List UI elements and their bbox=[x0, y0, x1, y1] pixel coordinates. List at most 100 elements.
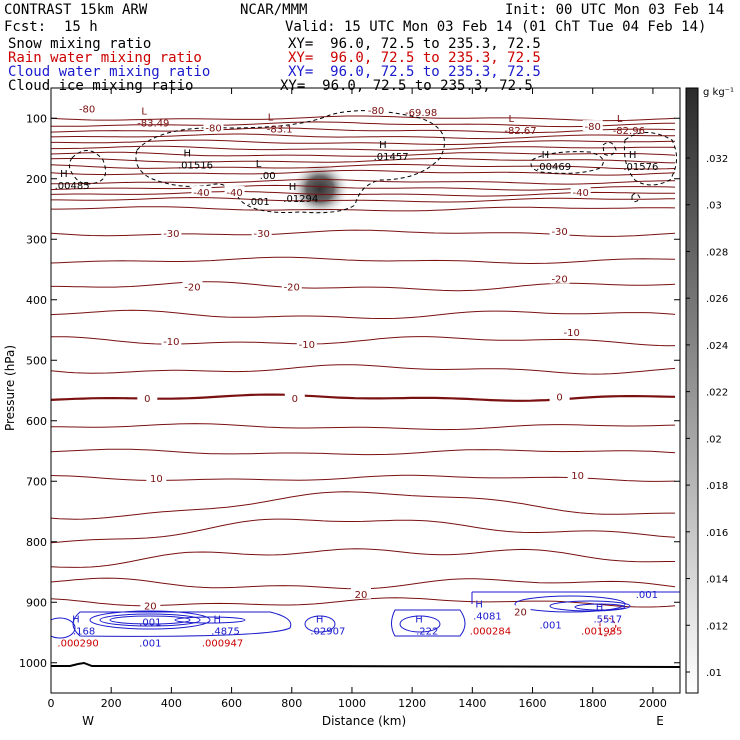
contour-label-bg bbox=[281, 280, 302, 292]
isotherm-line bbox=[51, 158, 676, 164]
extremum-marker: H bbox=[415, 614, 423, 625]
y-tick-label: 900 bbox=[26, 596, 47, 609]
cloud-ice-contour bbox=[135, 110, 445, 214]
colorbar-label: .01 bbox=[706, 668, 722, 679]
isotherm-label: -40 bbox=[226, 188, 242, 199]
extremum-value: .01457 bbox=[374, 152, 409, 163]
contour-label-bg bbox=[567, 469, 588, 481]
isotherm-line bbox=[51, 577, 676, 590]
extremum-value: .01576 bbox=[623, 162, 658, 173]
extremum-marker: L bbox=[268, 112, 274, 123]
colorbar bbox=[685, 87, 699, 694]
contour-label-bg bbox=[510, 605, 531, 617]
extremum-value: -83.1 bbox=[267, 124, 293, 135]
colorbar-label: .014 bbox=[706, 575, 728, 586]
isotherm-label: -80 bbox=[79, 105, 95, 116]
x-tick-label: 800 bbox=[281, 697, 302, 710]
extremum-value: .001 bbox=[539, 620, 561, 631]
cloud-water-contour bbox=[174, 616, 246, 624]
isotherm-label: -80 bbox=[585, 122, 601, 133]
contour-label-bg bbox=[366, 103, 387, 115]
contour-label-bg bbox=[77, 102, 98, 114]
cloud-water-contour bbox=[72, 611, 292, 637]
valid-time: Valid: 15 UTC Mon 03 Feb 14 (01 ChT Tue … bbox=[285, 19, 707, 35]
contour-label-bg bbox=[549, 390, 570, 402]
isotherm-line bbox=[51, 229, 676, 237]
model-title: CONTRAST 15km ARW bbox=[4, 2, 148, 18]
y-tick-label: 700 bbox=[26, 475, 47, 488]
field-label-snow: Snow mixing ratio bbox=[8, 36, 152, 52]
isotherm-line bbox=[51, 169, 676, 176]
extremum-value: .5517 bbox=[593, 614, 622, 625]
colorbar-label: .016 bbox=[706, 528, 728, 539]
field-label-rain: Rain water mixing ratio bbox=[8, 50, 202, 66]
x-tick-label: 1400 bbox=[458, 697, 486, 710]
contour-label-bg bbox=[350, 587, 371, 599]
contour-label-bg bbox=[284, 391, 305, 403]
cloud-water-contour bbox=[109, 615, 191, 625]
isotherm-label: -20 bbox=[284, 282, 300, 293]
extremum-marker: H bbox=[596, 602, 604, 613]
extremum-value: .001 bbox=[248, 197, 270, 208]
extremum-value: .4875 bbox=[211, 626, 240, 637]
isotherm-line bbox=[51, 364, 676, 375]
extremum-value: .001985 bbox=[581, 626, 622, 637]
east-end-label: E bbox=[656, 714, 664, 728]
x-tick-label: 1000 bbox=[338, 697, 366, 710]
extremum-value: -69.98 bbox=[405, 108, 437, 119]
extremum-marker: H bbox=[475, 599, 483, 610]
contour-label-bg bbox=[161, 227, 182, 239]
contour-label-bg bbox=[182, 280, 203, 292]
isotherm-label: 10 bbox=[150, 474, 163, 485]
isotherm-line bbox=[51, 309, 676, 319]
contour-label-bg bbox=[570, 186, 591, 198]
isotherm-line bbox=[51, 448, 676, 456]
y-tick-label: 600 bbox=[26, 415, 47, 428]
extremum-value: .00485 bbox=[55, 181, 90, 192]
extremum-value: -82.96 bbox=[613, 126, 645, 137]
rain-water-contour bbox=[599, 617, 617, 637]
y-tick-label: 400 bbox=[26, 294, 47, 307]
isotherm-line bbox=[51, 133, 675, 140]
colorbar-label: .02 bbox=[706, 434, 722, 445]
isotherm-line bbox=[51, 145, 676, 151]
extremum-value: -82.67 bbox=[504, 126, 536, 137]
extremum-value: .01294 bbox=[283, 194, 318, 205]
y-tick-label: 200 bbox=[26, 173, 47, 186]
isotherm-line bbox=[51, 151, 676, 157]
extremum-value: .01516 bbox=[178, 161, 213, 172]
field-xy-cloud-ice: XY= 96.0, 72.5 to 235.3, 72.5 bbox=[280, 78, 533, 94]
extremum-marker: H bbox=[72, 614, 80, 625]
isotherm-label: -10 bbox=[563, 328, 579, 339]
contour-label-bg bbox=[146, 472, 167, 484]
contour-label-bg bbox=[549, 272, 570, 284]
isotherm-line bbox=[51, 281, 676, 292]
cloud-water-contour bbox=[574, 603, 626, 611]
isotherm-line bbox=[51, 127, 676, 134]
cloud-water-contour bbox=[99, 613, 201, 627]
x-tick-label: 400 bbox=[161, 697, 182, 710]
contour-label-bg bbox=[549, 224, 570, 236]
contour-label-bg bbox=[140, 599, 161, 611]
isotherm-label: 20 bbox=[514, 607, 527, 618]
ground-terrain bbox=[51, 661, 680, 668]
colorbar-label: .012 bbox=[706, 621, 728, 632]
cloud-water-contour bbox=[399, 615, 441, 633]
extremum-value: -83.49 bbox=[137, 118, 169, 129]
colorbar-label: .03 bbox=[706, 201, 722, 212]
org-label: NCAR/MMM bbox=[240, 2, 308, 18]
extremum-marker: L bbox=[141, 106, 147, 117]
cloud-water-contour bbox=[471, 591, 680, 604]
isotherm-label: 20 bbox=[144, 601, 157, 612]
extremum-marker: H bbox=[289, 182, 297, 193]
contour-label-bg bbox=[161, 334, 182, 346]
isotherm-line bbox=[51, 115, 676, 122]
y-tick-label: 100 bbox=[26, 112, 47, 125]
extremum-value: .4081 bbox=[473, 611, 502, 622]
forecast-label: Fcst: bbox=[4, 19, 47, 35]
isotherm-label: -20 bbox=[184, 282, 200, 293]
y-tick-label: 500 bbox=[26, 354, 47, 367]
cloud-ice-contour bbox=[631, 192, 641, 203]
extremum-marker: H bbox=[183, 149, 191, 160]
y-tick-label: 300 bbox=[26, 233, 47, 246]
